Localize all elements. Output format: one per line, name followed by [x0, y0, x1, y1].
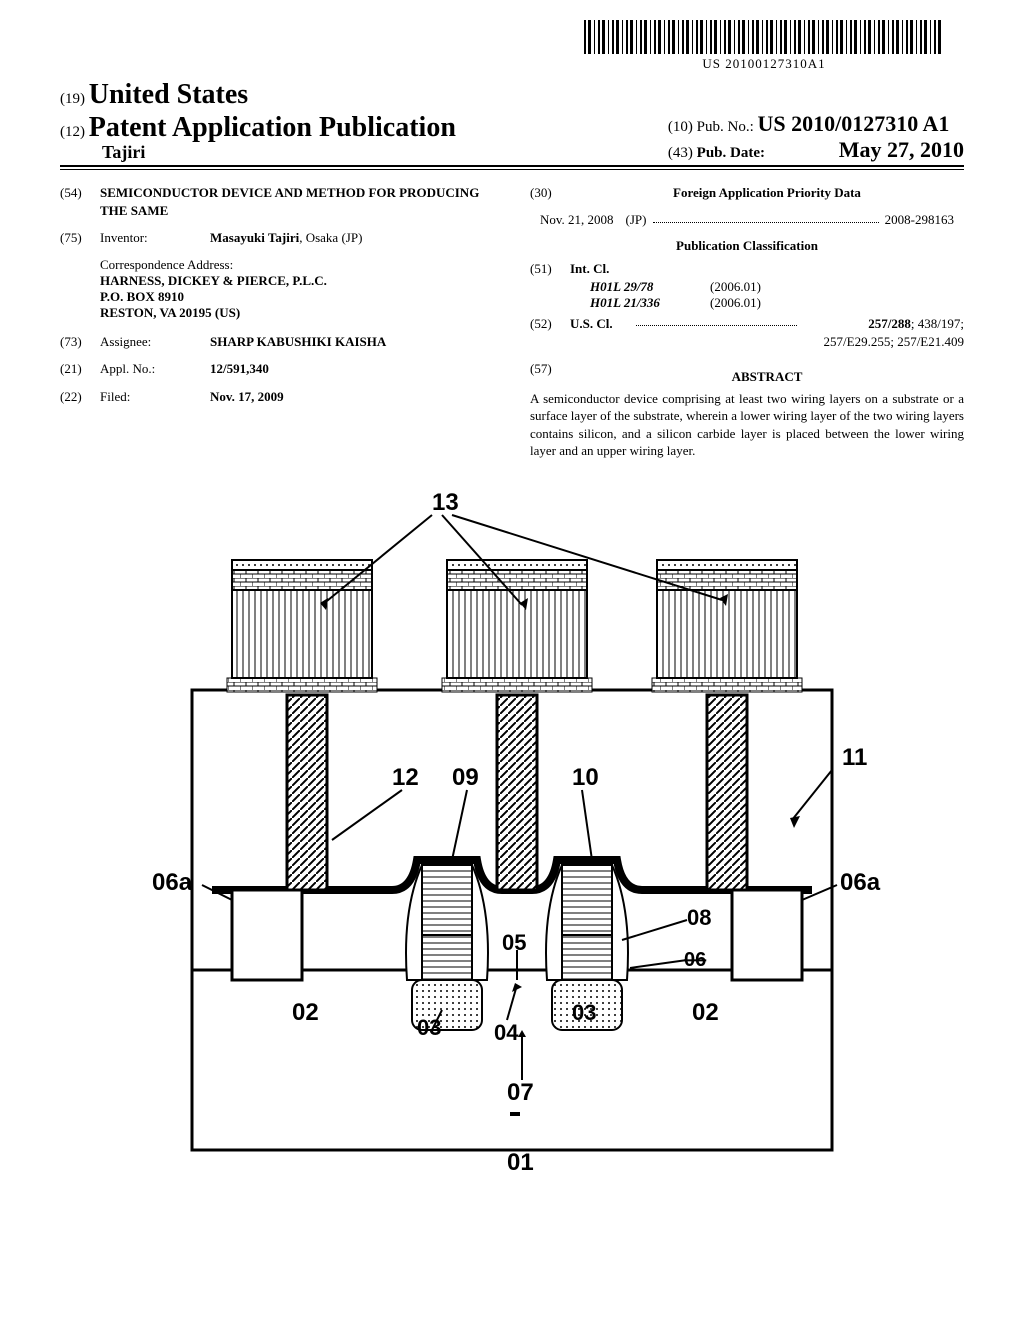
- inventor-name: Masayuki Tajiri: [210, 230, 299, 245]
- corr-label: Correspondence Address:: [100, 257, 494, 273]
- patent-title: SEMICONDUCTOR DEVICE AND METHOD FOR PROD…: [100, 184, 494, 219]
- intcl-1-ver: (2006.01): [710, 279, 761, 295]
- fig-label-11: 11: [842, 744, 867, 771]
- applno-value: 12/591,340: [210, 360, 494, 378]
- pubdate-value: May 27, 2010: [839, 137, 964, 162]
- fig-label-06: 06: [684, 949, 706, 971]
- fig-label-03-right: 03: [572, 1000, 596, 1025]
- corr-line2: P.O. BOX 8910: [100, 289, 494, 305]
- abstract-text: A semiconductor device comprising at lea…: [530, 390, 964, 460]
- dots-leader-2: [636, 315, 797, 326]
- country-name: United States: [89, 79, 248, 110]
- patent-figure: 13 11 12 09 10 06a 06a 08 05 06 02 03 04…: [60, 490, 964, 1195]
- pubdate-label: Pub. Date:: [697, 145, 765, 161]
- uscl-main: 257/288: [868, 316, 911, 331]
- assignee-label: Assignee:: [100, 333, 210, 351]
- abstract-title: ABSTRACT: [570, 368, 964, 386]
- fig-label-02-left: 02: [292, 999, 319, 1026]
- uscl-label: U.S. Cl.: [570, 315, 630, 350]
- dots-leader: [653, 212, 879, 223]
- inventor-label: Inventor:: [100, 229, 210, 247]
- intcl-2-ver: (2006.01): [710, 295, 761, 311]
- fig-label-04: 04: [494, 1020, 519, 1045]
- fig-label-01: 01: [507, 1149, 534, 1176]
- doc-type-code: (12): [60, 124, 85, 140]
- assignee-code: (73): [60, 333, 100, 351]
- abstract-code: (57): [530, 360, 570, 390]
- intcl-2-class: H01L 21/336: [590, 295, 710, 311]
- barcode-block: US 20100127310A1: [60, 20, 944, 73]
- foreign-date: Nov. 21, 2008: [540, 212, 614, 228]
- foreign-num: 2008-298163: [885, 212, 954, 228]
- fig-label-03-left: 03: [417, 1015, 441, 1040]
- foreign-country: (JP): [626, 212, 647, 228]
- barcode-stripes: [584, 20, 944, 54]
- corr-line3: RESTON, VA 20195 (US): [100, 305, 494, 321]
- foreign-code: (30): [530, 184, 570, 208]
- fig-label-12: 12: [392, 764, 419, 791]
- intcl-1-class: H01L 29/78: [590, 279, 710, 295]
- fig-label-08: 08: [687, 905, 711, 930]
- applno-label: Appl. No.:: [100, 360, 210, 378]
- foreign-title: Foreign Application Priority Data: [570, 184, 964, 202]
- pubno-value: US 2010/0127310 A1: [758, 111, 950, 136]
- assignee-value: SHARP KABUSHIKI KAISHA: [210, 333, 494, 351]
- filed-value: Nov. 17, 2009: [210, 388, 494, 406]
- doc-type: Patent Application Publication: [89, 112, 456, 143]
- title-code: (54): [60, 184, 100, 219]
- fig-label-02-right: 02: [692, 999, 719, 1026]
- inventor-loc: , Osaka (JP): [299, 230, 362, 245]
- uscl-code: (52): [530, 315, 570, 350]
- fig-label-09: 09: [452, 764, 479, 791]
- fig-label-10: 10: [572, 764, 599, 791]
- barcode-text: US 20100127310A1: [584, 56, 944, 72]
- fig-label-05: 05: [502, 930, 526, 955]
- intcl-code: (51): [530, 260, 570, 278]
- corr-line1: HARNESS, DICKEY & PIERCE, P.L.C.: [100, 273, 494, 289]
- filed-code: (22): [60, 388, 100, 406]
- applno-code: (21): [60, 360, 100, 378]
- inventor-code: (75): [60, 229, 100, 247]
- pubno-code: (10): [668, 119, 693, 135]
- filed-label: Filed:: [100, 388, 210, 406]
- pubno-label: Pub. No.:: [697, 119, 754, 135]
- fig-label-07: 07: [507, 1079, 534, 1106]
- pubclass-title: Publication Classification: [530, 238, 964, 254]
- fig-label-13: 13: [432, 490, 459, 516]
- intcl-label: Int. Cl.: [570, 260, 964, 278]
- fig-label-06a-left: 06a: [152, 869, 193, 896]
- fig-label-06a-right: 06a: [840, 869, 881, 896]
- pubdate-code: (43): [668, 145, 693, 161]
- country-code: (19): [60, 91, 85, 107]
- header-author: Tajiri: [102, 142, 456, 163]
- header-country-line: (19) United States: [60, 79, 964, 111]
